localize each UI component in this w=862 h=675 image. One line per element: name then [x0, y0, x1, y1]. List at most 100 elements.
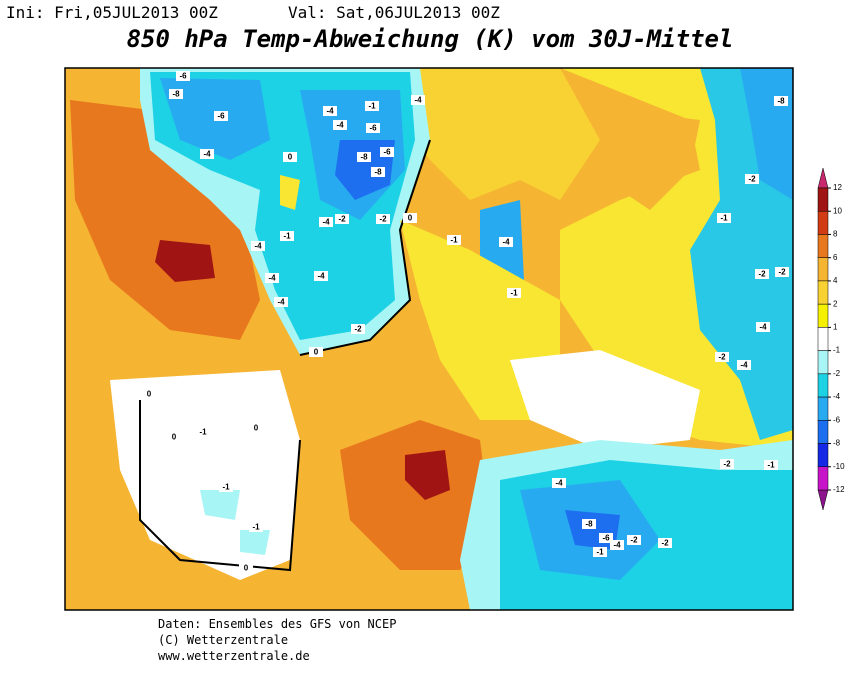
label-box [717, 213, 731, 223]
contour-label: -6 [217, 112, 225, 121]
contour-label: -2 [630, 536, 638, 545]
contour-label: 0 [254, 424, 259, 433]
label-box [167, 432, 181, 442]
label-box [200, 149, 214, 159]
anomaly-area [240, 530, 270, 555]
label-box [351, 324, 365, 334]
label-box [323, 106, 337, 116]
label-box [196, 427, 210, 437]
label-box [239, 563, 253, 573]
contour-label: 0 [314, 348, 319, 357]
colorbar-segment [817, 257, 829, 282]
label-box [658, 538, 672, 548]
label-box [169, 89, 183, 99]
init-time: Ini: Fri,05JUL2013 00Z [6, 3, 218, 22]
contour-label: -4 [203, 150, 211, 159]
label-box [249, 423, 263, 433]
contour-label: -4 [759, 323, 767, 332]
label-box [745, 174, 759, 184]
label-box [376, 214, 390, 224]
colorbar-segment [817, 443, 829, 468]
colorbar-label: 2 [833, 299, 838, 308]
contour-label: -4 [555, 479, 563, 488]
colorbar-label: 12 [833, 183, 842, 192]
contour-label: -6 [179, 72, 187, 81]
contour-label: -2 [661, 539, 669, 548]
contour-label: -1 [450, 236, 458, 245]
label-box [365, 101, 379, 111]
label-box [333, 120, 347, 130]
colorbar-segment [817, 420, 829, 444]
colorbar-label: 4 [833, 276, 838, 285]
contour-label: -4 [740, 361, 748, 370]
label-box [309, 347, 323, 357]
contour-label: -2 [758, 270, 766, 279]
colorbar-label: 1 [833, 322, 838, 331]
contour-line [299, 139, 431, 356]
footer-line: (C) Wetterzentrale [158, 633, 288, 647]
contour-label: -4 [326, 107, 334, 116]
colorbar-segment [817, 396, 829, 421]
label-box [593, 547, 607, 557]
contour-label: -8 [585, 520, 593, 529]
contour-labels: -6 -8 -6 -4 0 -4 -4 -1 -6 -8 -6 -8 -4 -4 -2 -2 0 -4 -1 -4 -4… [142, 71, 789, 573]
contour-label: -6 [602, 534, 610, 543]
label-box [411, 95, 425, 105]
label-box [775, 267, 789, 277]
label-box [371, 167, 385, 177]
contour-label: -2 [379, 215, 387, 224]
colorbar-tip [817, 489, 829, 511]
label-box [756, 322, 770, 332]
colorbar-label: -12 [833, 485, 845, 494]
contour-label: 0 [244, 564, 249, 573]
contour-line [139, 400, 301, 572]
contour-label: -1 [222, 483, 230, 492]
map [65, 68, 793, 610]
contour-label: -1 [720, 214, 728, 223]
contour-label: -1 [510, 289, 518, 298]
contour-label: -2 [778, 268, 786, 277]
label-box [176, 71, 190, 81]
label-box [552, 478, 566, 488]
colorbar-label: -10 [833, 462, 845, 471]
footer-line: Daten: Ensembles des GFS von NCEP [158, 617, 396, 631]
colorbar-segment [817, 373, 829, 398]
contour-label: -6 [369, 124, 377, 133]
colorbar-segment [817, 280, 829, 305]
label-box [737, 360, 751, 370]
colorbar-label: -8 [833, 439, 841, 448]
colorbar-segment [817, 234, 829, 258]
anomaly-area [400, 68, 600, 200]
label-box [335, 214, 349, 224]
label-box [314, 271, 328, 281]
anomaly-area [620, 110, 700, 210]
contour-label: -2 [723, 460, 731, 469]
contour-label: -1 [368, 102, 376, 111]
colorbar-segment [817, 210, 829, 235]
label-box [507, 288, 521, 298]
label-box [357, 152, 371, 162]
contour-label: -8 [777, 97, 785, 106]
colorbar-label: -4 [833, 392, 841, 401]
contour-label: -4 [322, 218, 330, 227]
colorbar-segment [817, 327, 829, 351]
label-box [249, 522, 263, 532]
label-box [720, 459, 734, 469]
label-box [214, 111, 228, 121]
contour-label: 0 [147, 390, 152, 399]
label-box [582, 519, 596, 529]
contour-label: 0 [172, 433, 177, 442]
label-box [774, 96, 788, 106]
colorbar-segment [817, 303, 829, 328]
contour-label: -4 [317, 272, 325, 281]
contour-label: -8 [172, 90, 180, 99]
label-box [764, 460, 778, 470]
valid-time: Val: Sat,06JUL2013 00Z [288, 3, 500, 22]
label-box [280, 231, 294, 241]
label-box [319, 217, 333, 227]
contour-label: -1 [767, 461, 775, 470]
contour-label: -4 [414, 96, 422, 105]
anomaly-area [70, 100, 260, 340]
label-box [715, 352, 729, 362]
anomaly-area [405, 450, 450, 500]
